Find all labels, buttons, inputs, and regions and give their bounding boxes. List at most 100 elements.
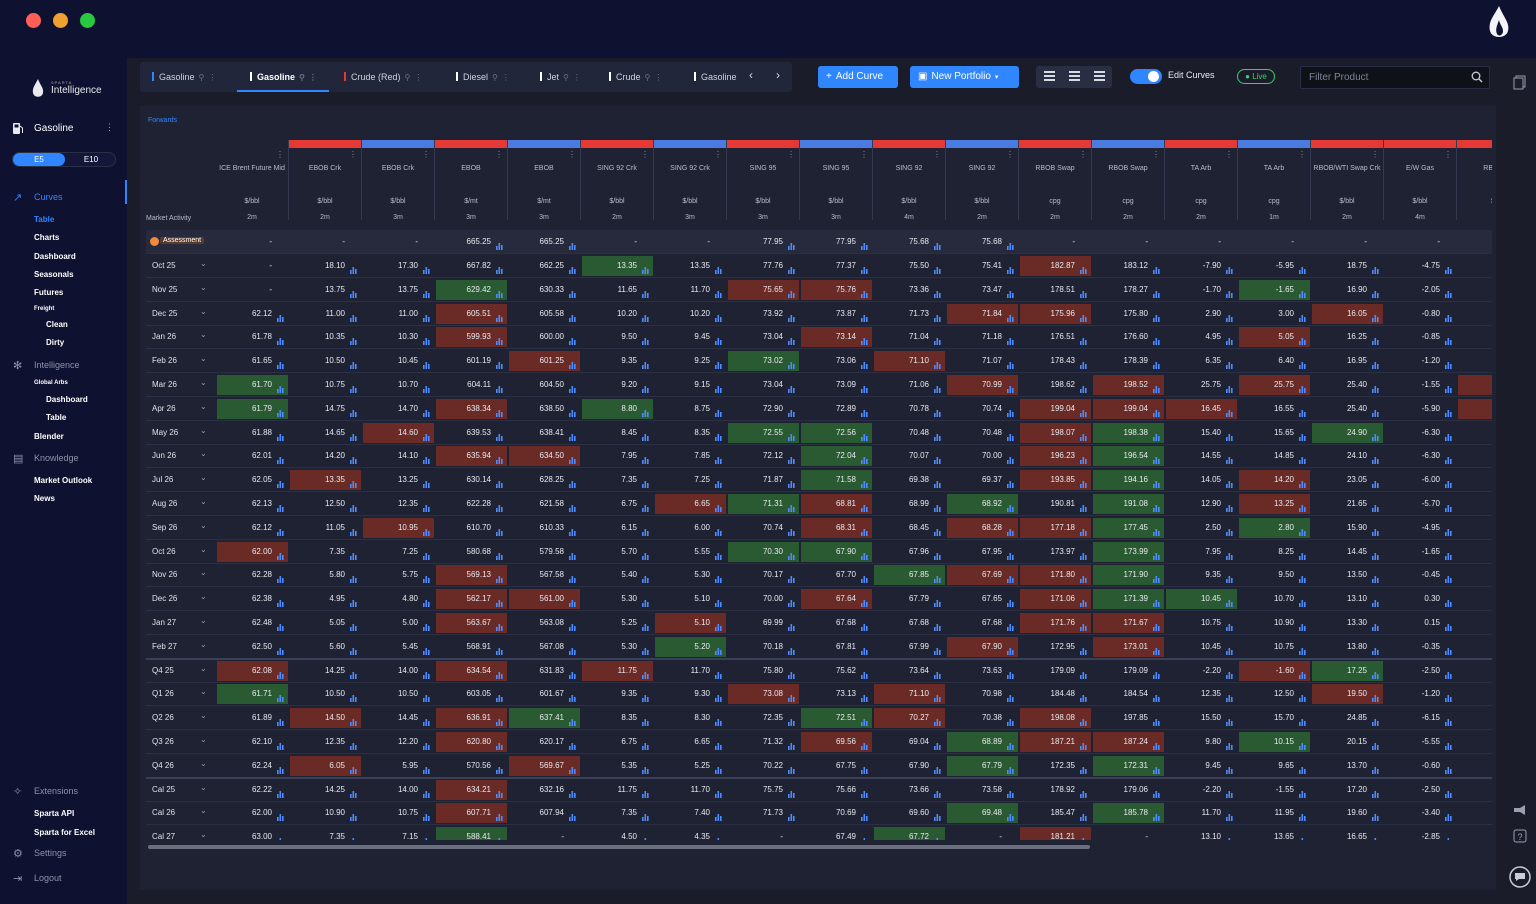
- column-menu-icon[interactable]: ⋮: [933, 150, 941, 159]
- bar-chart-icon[interactable]: [788, 786, 796, 798]
- bar-chart-icon[interactable]: [788, 286, 796, 298]
- bar-chart-icon[interactable]: [788, 643, 796, 655]
- bar-chart-icon[interactable]: [642, 548, 650, 560]
- table-cell[interactable]: 13.30: [1312, 613, 1383, 633]
- column-menu-icon[interactable]: ⋮: [568, 150, 576, 159]
- bar-chart-icon[interactable]: [1226, 286, 1234, 298]
- table-cell[interactable]: 7.95: [582, 446, 653, 466]
- tab-diesel-3[interactable]: Diesel ⚲ ⋮: [456, 66, 510, 88]
- table-cell[interactable]: 10.45: [1166, 637, 1237, 657]
- table-cell[interactable]: 5.00: [363, 613, 434, 633]
- bar-chart-icon[interactable]: [1080, 690, 1088, 703]
- table-cell[interactable]: -: [1458, 232, 1492, 252]
- bar-chart-icon[interactable]: [277, 667, 285, 679]
- grade-toggle[interactable]: E5 E10: [12, 152, 116, 167]
- sidebar-item-seasonals[interactable]: Seasonals: [34, 270, 74, 279]
- bar-chart-icon[interactable]: [1372, 405, 1380, 417]
- bar-chart-icon[interactable]: [1153, 548, 1161, 560]
- bar-chart-icon[interactable]: [788, 333, 796, 346]
- bar-chart-icon[interactable]: [1299, 357, 1307, 370]
- table-cell[interactable]: 10.50: [290, 351, 361, 371]
- table-cell[interactable]: 67.95: [947, 542, 1018, 562]
- table-cell[interactable]: 15.65: [1239, 423, 1310, 443]
- bar-chart-icon[interactable]: [642, 262, 650, 274]
- table-cell[interactable]: 665.25: [509, 232, 580, 252]
- table-cell[interactable]: -0.35: [1385, 637, 1456, 657]
- bar-chart-icon[interactable]: [1299, 690, 1307, 703]
- table-cell[interactable]: 73.66: [874, 780, 945, 800]
- bar-chart-icon[interactable]: [277, 524, 285, 536]
- table-cell[interactable]: 62.05: [217, 470, 288, 490]
- bar-chart-icon[interactable]: [1153, 452, 1161, 465]
- table-cell[interactable]: 75.65: [728, 279, 799, 300]
- bar-chart-icon[interactable]: [277, 310, 285, 322]
- table-cell[interactable]: 62.12: [217, 518, 288, 538]
- bar-chart-icon[interactable]: [788, 452, 796, 465]
- bar-chart-icon[interactable]: [1080, 762, 1088, 774]
- table-cell[interactable]: 18.75: [1312, 256, 1383, 276]
- bar-chart-icon[interactable]: [1080, 476, 1088, 489]
- table-cell[interactable]: -1.65: [1239, 279, 1310, 300]
- bar-chart-icon[interactable]: [1007, 238, 1015, 250]
- table-cell[interactable]: 638.41: [509, 423, 580, 443]
- bar-chart-icon[interactable]: [642, 452, 650, 465]
- tab-gasoline-0[interactable]: Gasoline ⚲ ⋮: [152, 66, 216, 88]
- bar-chart-icon[interactable]: [788, 500, 796, 512]
- bar-chart-icon[interactable]: [715, 667, 723, 679]
- table-cell[interactable]: 71.10: [874, 684, 945, 705]
- bar-chart-icon[interactable]: [1226, 381, 1234, 393]
- table-cell[interactable]: -1.20: [1385, 684, 1456, 704]
- sidebar-item-freight[interactable]: Freight: [34, 306, 54, 312]
- table-cell[interactable]: 71.06: [874, 375, 945, 395]
- table-cell[interactable]: 13.80: [1312, 637, 1383, 657]
- table-cell[interactable]: -5.90: [1385, 399, 1456, 419]
- table-cell[interactable]: 1: [1458, 327, 1492, 347]
- bar-chart-icon[interactable]: [277, 809, 285, 822]
- table-cell[interactable]: 5.25: [582, 613, 653, 633]
- bar-chart-icon[interactable]: [642, 286, 650, 298]
- chevron-down-icon[interactable]: ⌄: [200, 520, 207, 530]
- table-cell[interactable]: 620.80: [436, 732, 507, 752]
- table-cell[interactable]: 1: [1458, 256, 1492, 276]
- table-cell[interactable]: 5.40: [582, 565, 653, 585]
- table-cell[interactable]: -: [582, 232, 653, 252]
- table-cell[interactable]: 7.95: [1166, 542, 1237, 562]
- table-cell[interactable]: 10.50: [290, 684, 361, 704]
- bar-chart-icon[interactable]: [1445, 809, 1453, 822]
- table-cell[interactable]: 12.35: [1166, 684, 1237, 704]
- table-cell[interactable]: -: [217, 280, 288, 300]
- table-cell[interactable]: 198.07: [1020, 422, 1091, 443]
- bar-chart-icon[interactable]: [496, 667, 504, 679]
- table-cell[interactable]: 16.55: [1239, 399, 1310, 419]
- table-cell[interactable]: 20.15: [1312, 732, 1383, 752]
- sidebar-item-settings[interactable]: Settings ⚙: [13, 848, 67, 860]
- table-cell[interactable]: -: [290, 232, 361, 252]
- tab-gasoline-6[interactable]: Gasoline: [694, 66, 737, 88]
- bar-chart-icon[interactable]: [1445, 381, 1453, 393]
- table-cell[interactable]: 69.04: [874, 732, 945, 752]
- bar-chart-icon[interactable]: [1007, 405, 1015, 417]
- bar-chart-icon[interactable]: [569, 500, 577, 512]
- bar-chart-icon[interactable]: [934, 762, 942, 774]
- table-cell[interactable]: 73.47: [947, 280, 1018, 300]
- bar-chart-icon[interactable]: [934, 500, 942, 512]
- table-cell[interactable]: -: [655, 232, 726, 252]
- bar-chart-icon[interactable]: [1372, 452, 1380, 465]
- table-cell[interactable]: 73.36: [874, 280, 945, 300]
- bar-chart-icon[interactable]: [1080, 809, 1088, 822]
- bar-chart-icon[interactable]: [350, 548, 358, 560]
- table-cell[interactable]: 67.85: [874, 565, 945, 586]
- bar-chart-icon[interactable]: [1007, 381, 1015, 393]
- bar-chart-icon[interactable]: [569, 452, 577, 465]
- bar-chart-icon[interactable]: [1153, 333, 1161, 346]
- bar-chart-icon[interactable]: [1445, 595, 1453, 608]
- table-cell[interactable]: 71.87: [728, 470, 799, 490]
- table-cell[interactable]: 77.76: [728, 256, 799, 276]
- table-cell[interactable]: 72.90: [728, 399, 799, 419]
- table-cell[interactable]: 67.65: [947, 589, 1018, 609]
- bar-chart-icon[interactable]: [861, 333, 869, 346]
- table-cell[interactable]: 171.67: [1093, 613, 1164, 633]
- table-cell[interactable]: 7.15: [363, 827, 434, 840]
- table-cell[interactable]: 9.45: [1166, 756, 1237, 776]
- bar-chart-icon[interactable]: [1080, 667, 1088, 679]
